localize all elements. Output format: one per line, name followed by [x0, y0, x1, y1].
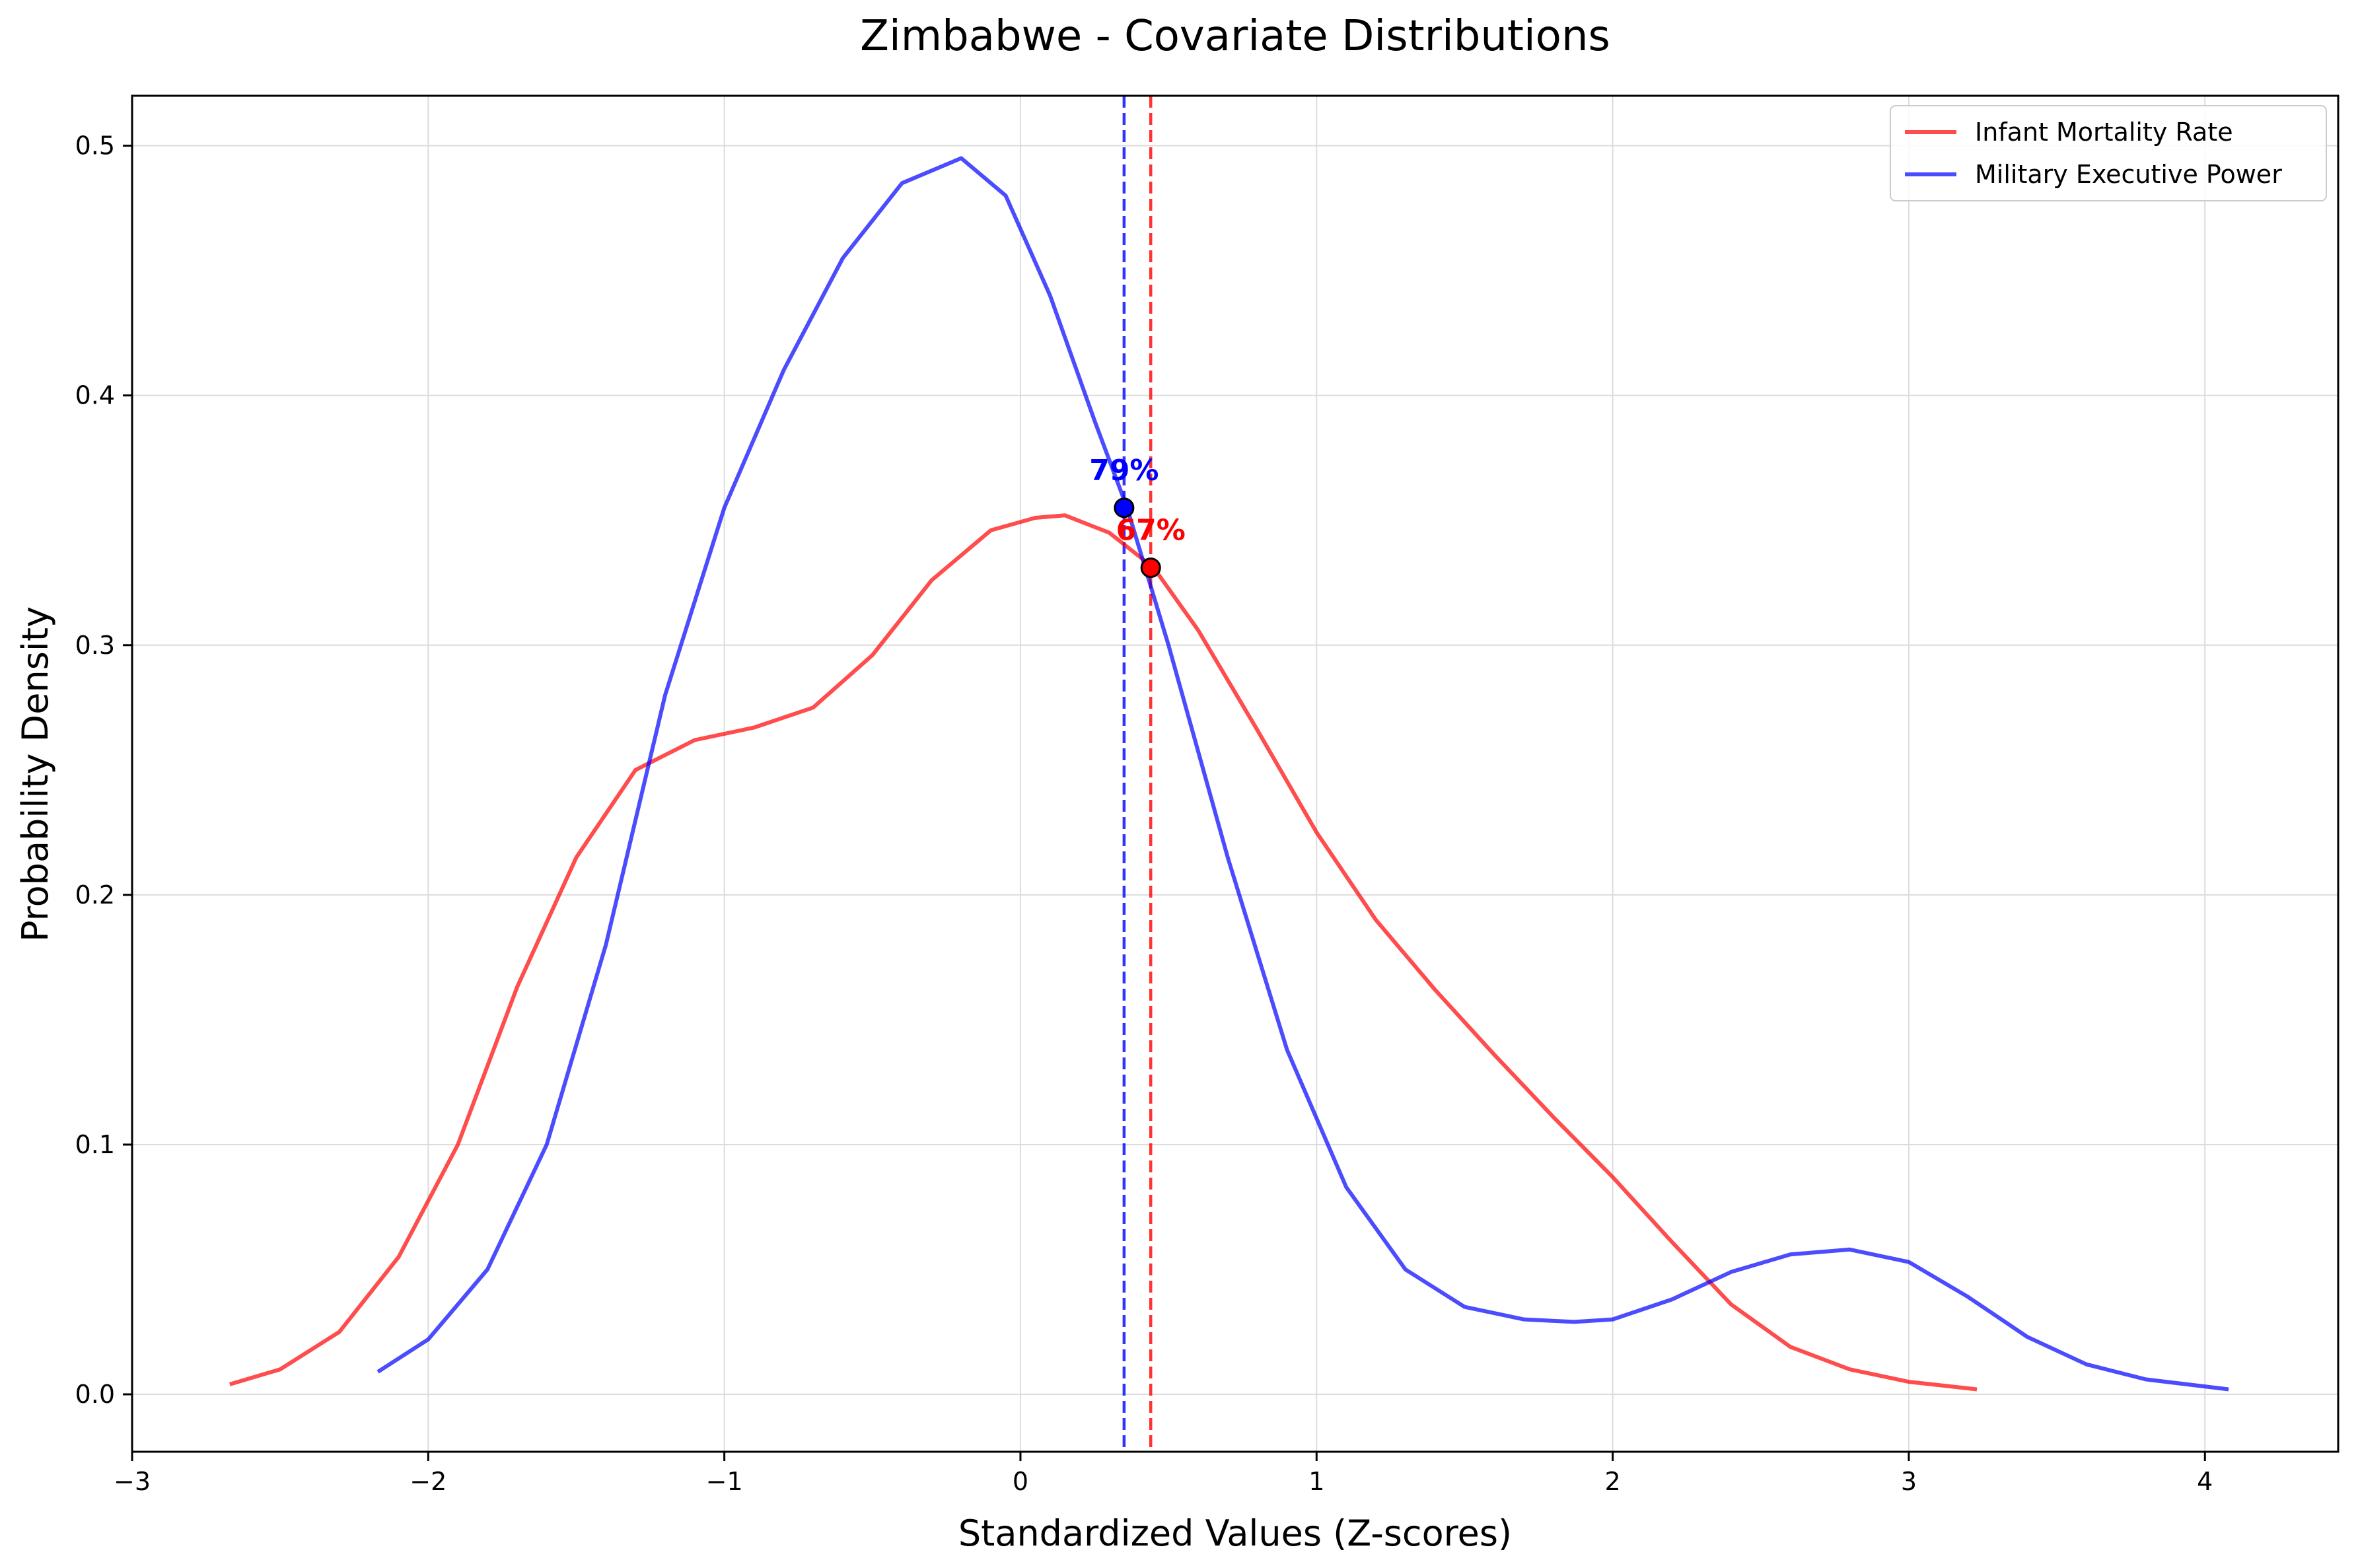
y-tick-label-3: 0.3	[75, 631, 115, 660]
x-axis-label: Standardized Values (Z-scores)	[958, 1513, 1512, 1554]
y-tick-label-2: 0.2	[75, 880, 115, 909]
series-line-0	[229, 513, 1978, 1392]
chart-title: Zimbabwe - Covariate Distributions	[860, 12, 1610, 61]
series-marker-0	[1140, 557, 1161, 579]
x-tick-label-0: −3	[114, 1467, 151, 1496]
x-tick-label-7: 4	[2197, 1467, 2213, 1496]
y-tick-label-1: 0.1	[75, 1130, 115, 1159]
x-tick-label-1: −2	[410, 1467, 447, 1496]
x-tick-label-6: 3	[1901, 1467, 1917, 1496]
y-tick-label-5: 0.5	[75, 131, 115, 160]
x-tick-label-3: 0	[1013, 1467, 1028, 1496]
legend-box	[1890, 105, 2327, 201]
series-marker-1	[1114, 497, 1135, 518]
legend: Infant Mortality Rate Military Executive …	[1890, 105, 2327, 201]
y-tick-label-4: 0.4	[75, 381, 115, 410]
marker-label-1: 79%	[1089, 454, 1159, 487]
marker-label-0: 67%	[1116, 514, 1186, 548]
x-tick-label-4: 1	[1308, 1467, 1324, 1496]
axes-frame	[131, 94, 2340, 1453]
legend-label-1: Military Executive Power	[1975, 160, 2282, 189]
y-axis-label: Probability Density	[15, 606, 56, 942]
x-tick-label-5: 2	[1605, 1467, 1621, 1496]
series-line-1	[376, 156, 2229, 1392]
x-tick-label-2: −1	[706, 1467, 743, 1496]
legend-label-0: Infant Mortality Rate	[1975, 118, 2233, 147]
y-tick-label-0: 0.0	[75, 1380, 115, 1409]
